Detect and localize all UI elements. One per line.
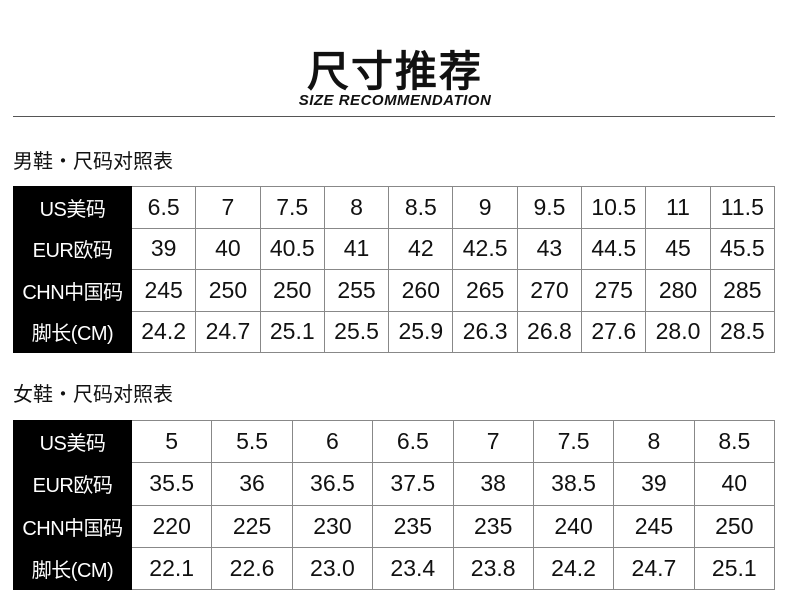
table-cell: 7.5 (259, 186, 325, 229)
table-cell: 25.1 (259, 310, 325, 353)
table-cell: 7.5 (532, 419, 615, 464)
table-cell: 11.5 (709, 186, 776, 229)
table-cell: 23.8 (452, 546, 534, 591)
table-cell: 36.5 (291, 462, 374, 506)
table-row: EUR欧码 35.5 36 36.5 37.5 38 38.5 39 40 (13, 462, 776, 506)
table-cell: 240 (532, 504, 615, 548)
women-section-label: 女鞋・尺码对照表 (13, 382, 173, 406)
row-header: CHN中国码 (13, 269, 132, 312)
table-cell: 9 (452, 186, 518, 229)
table-cell: 225 (211, 504, 293, 548)
page-subtitle: SIZE RECOMMENDATION (298, 92, 492, 109)
table-cell: 250 (693, 504, 776, 548)
table-cell: 35.5 (130, 462, 213, 506)
table-cell: 37.5 (372, 462, 454, 506)
table-row: CHN中国码 245 250 250 255 260 265 270 275 280 285 (13, 269, 776, 312)
table-cell: 22.6 (211, 546, 293, 591)
table-cell: 38 (452, 462, 534, 506)
divider (13, 116, 775, 117)
table-cell: 11 (645, 186, 711, 229)
table-cell: 42.5 (452, 227, 518, 270)
table-cell: 275 (581, 269, 647, 312)
table-cell: 6 (291, 419, 374, 464)
table-cell: 41 (323, 227, 390, 270)
table-cell: 39 (613, 462, 695, 506)
table-cell: 8.5 (388, 186, 454, 229)
table-cell: 7 (452, 419, 534, 464)
table-cell: 8 (613, 419, 695, 464)
table-cell: 25.1 (693, 546, 776, 591)
table-cell: 255 (323, 269, 390, 312)
table-cell: 40 (693, 462, 776, 506)
table-cell: 265 (452, 269, 518, 312)
table-cell: 245 (130, 269, 197, 312)
row-header: CHN中国码 (13, 504, 132, 548)
table-cell: 230 (291, 504, 374, 548)
table-cell: 6.5 (372, 419, 454, 464)
table-cell: 7 (195, 186, 261, 229)
table-cell: 270 (516, 269, 583, 312)
table-row: 脚长(CM) 22.1 22.6 23.0 23.4 23.8 24.2 24.7 25.1 (13, 546, 776, 591)
table-cell: 38.5 (532, 462, 615, 506)
table-cell: 235 (452, 504, 534, 548)
table-cell: 24.7 (613, 546, 695, 591)
table-row: US美码 6.5 7 7.5 8 8.5 9 9.5 10.5 11 11.5 (13, 186, 776, 229)
table-row: EUR欧码 39 40 40.5 41 42 42.5 43 44.5 45 45.5 (13, 227, 776, 270)
table-cell: 235 (372, 504, 454, 548)
table-cell: 10.5 (581, 186, 647, 229)
table-cell: 24.2 (532, 546, 615, 591)
table-cell: 28.0 (645, 310, 711, 353)
table-cell: 24.2 (130, 310, 197, 353)
table-cell: 42 (388, 227, 454, 270)
row-header: EUR欧码 (13, 227, 132, 270)
row-header: US美码 (13, 419, 132, 464)
table-cell: 220 (130, 504, 213, 548)
table-cell: 245 (613, 504, 695, 548)
table-cell: 23.4 (372, 546, 454, 591)
row-header: 脚长(CM) (13, 546, 132, 591)
table-row: 脚长(CM) 24.2 24.7 25.1 25.5 25.9 26.3 26.8 27.6 28… (13, 310, 776, 353)
table-cell: 250 (259, 269, 325, 312)
table-cell: 24.7 (195, 310, 261, 353)
table-cell: 5 (130, 419, 213, 464)
table-cell: 22.1 (130, 546, 213, 591)
table-cell: 44.5 (581, 227, 647, 270)
table-cell: 40.5 (259, 227, 325, 270)
table-cell: 260 (388, 269, 454, 312)
table-cell: 8.5 (693, 419, 776, 464)
table-cell: 280 (645, 269, 711, 312)
table-cell: 39 (130, 227, 197, 270)
table-cell: 6.5 (130, 186, 197, 229)
table-cell: 40 (195, 227, 261, 270)
table-row: CHN中国码 220 225 230 235 235 240 245 250 (13, 504, 776, 548)
table-cell: 26.8 (516, 310, 583, 353)
row-header: US美码 (13, 186, 132, 229)
women-size-table: US美码 5 5.5 6 6.5 7 7.5 8 8.5 EUR欧码 35.5 36 36.5 37.5 3… (13, 419, 776, 591)
table-cell: 27.6 (581, 310, 647, 353)
page-title: 尺寸推荐 (306, 47, 483, 96)
table-cell: 285 (709, 269, 776, 312)
table-cell: 45 (645, 227, 711, 270)
table-cell: 5.5 (211, 419, 293, 464)
men-size-table: US美码 6.5 7 7.5 8 8.5 9 9.5 10.5 11 11.5 EUR欧码 39 40 40… (13, 186, 776, 353)
table-cell: 45.5 (709, 227, 776, 270)
table-cell: 23.0 (291, 546, 374, 591)
men-section-label: 男鞋・尺码对照表 (13, 149, 173, 173)
table-cell: 9.5 (516, 186, 583, 229)
row-header: 脚长(CM) (13, 310, 132, 353)
table-row: US美码 5 5.5 6 6.5 7 7.5 8 8.5 (13, 419, 776, 464)
row-header: EUR欧码 (13, 462, 132, 506)
table-cell: 43 (516, 227, 583, 270)
table-cell: 26.3 (452, 310, 518, 353)
table-cell: 8 (323, 186, 390, 229)
table-cell: 25.5 (323, 310, 390, 353)
table-cell: 25.9 (388, 310, 454, 353)
table-cell: 28.5 (709, 310, 776, 353)
table-cell: 250 (195, 269, 261, 312)
table-cell: 36 (211, 462, 293, 506)
